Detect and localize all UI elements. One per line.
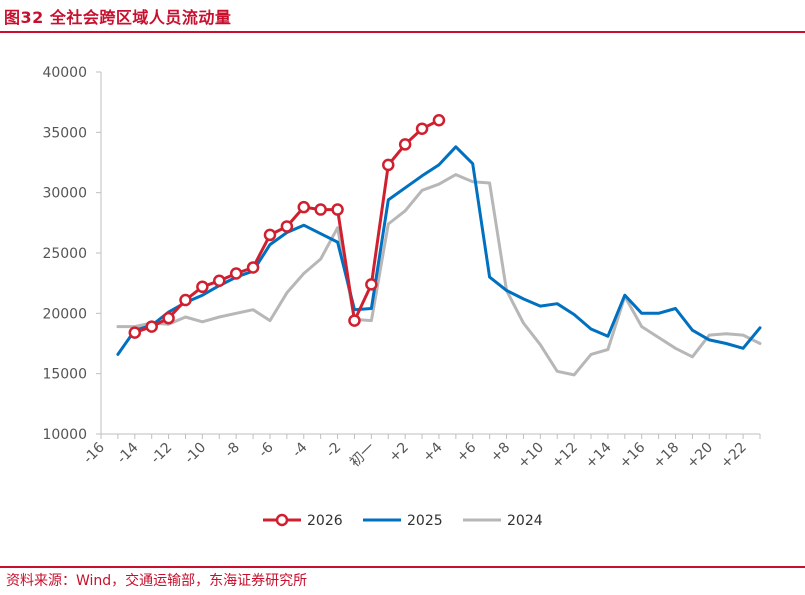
- y-tick-label: 30000: [42, 186, 87, 202]
- legend-marker-2026: [275, 513, 289, 527]
- legend-label-2025: 2025: [407, 513, 443, 529]
- data-point-2026: [128, 326, 142, 339]
- data-point-2026: [415, 122, 429, 135]
- series-line-2025: [116, 145, 762, 356]
- data-point-2026: [280, 220, 294, 233]
- data-point-2026: [398, 138, 412, 151]
- y-tick-label: 15000: [42, 367, 87, 383]
- data-point-2026: [432, 114, 446, 127]
- x-tick-label: +6: [454, 439, 480, 465]
- data-point-2026: [263, 228, 277, 242]
- x-tick-label: +10: [515, 440, 547, 472]
- x-tick-label: -8: [222, 440, 243, 461]
- x-tick-label: -2: [323, 440, 344, 461]
- x-tick-label: -16: [80, 439, 108, 467]
- data-point-2026: [382, 158, 395, 172]
- y-tick-label: 40000: [42, 65, 87, 81]
- legend-label-2026: 2026: [307, 513, 343, 529]
- data-point-2026: [145, 320, 158, 333]
- data-point-2026: [196, 280, 209, 294]
- source-note: 资料来源：Wind，交通运输部，东海证券研究所: [6, 573, 308, 589]
- data-point-2026: [297, 200, 311, 214]
- chart-legend: 2026 2025 2024: [263, 513, 543, 529]
- data-point-2026: [213, 274, 226, 288]
- source-rule: [0, 566, 805, 568]
- x-tick-labels: -16 -14 -12 -10 -8 -6 -4 -2 初一 +2 +4 +6 +8 +10 +12 +14 +…: [80, 439, 750, 472]
- data-point-2026: [246, 261, 260, 274]
- title-rule: [0, 31, 805, 33]
- y-tick-labels: 10000 15000 20000 25000 30000 35000 40000: [42, 65, 87, 443]
- series-line-2024: [116, 173, 762, 377]
- x-tick-label: 初一: [346, 439, 378, 471]
- axes: [96, 71, 761, 439]
- x-tick-label: +18: [650, 440, 682, 472]
- x-tick-label: +14: [583, 439, 615, 471]
- data-point-2026: [331, 203, 344, 216]
- x-tick-label: +20: [684, 440, 716, 472]
- data-point-2026: [348, 314, 361, 327]
- data-point-2026: [365, 278, 378, 291]
- y-tick-label: 35000: [42, 125, 87, 141]
- legend-label-2024: 2024: [507, 513, 543, 529]
- x-tick-label: +22: [718, 440, 750, 472]
- x-tick-label: +12: [549, 440, 581, 472]
- y-tick-label: 20000: [42, 306, 87, 322]
- y-tick-label: 10000: [42, 427, 87, 443]
- x-tick-label: +4: [420, 439, 446, 465]
- data-point-2026: [162, 311, 175, 325]
- x-tick-label: -14: [114, 439, 142, 467]
- x-tick-label: +16: [616, 439, 648, 471]
- x-tick-label: -10: [182, 440, 209, 467]
- figure-title: 图32 全社会跨区域人员流动量: [4, 8, 232, 27]
- x-tick-label: -4: [289, 439, 310, 460]
- x-tick-label: +2: [386, 440, 412, 466]
- data-point-2026: [229, 267, 243, 280]
- x-tick-label: -12: [148, 440, 175, 467]
- x-tick-label: +8: [487, 440, 513, 466]
- y-tick-label: 25000: [42, 246, 87, 262]
- x-tick-label: -6: [256, 439, 277, 460]
- data-point-2026: [314, 203, 327, 216]
- series-layer: [116, 114, 762, 377]
- data-point-2026: [179, 293, 192, 307]
